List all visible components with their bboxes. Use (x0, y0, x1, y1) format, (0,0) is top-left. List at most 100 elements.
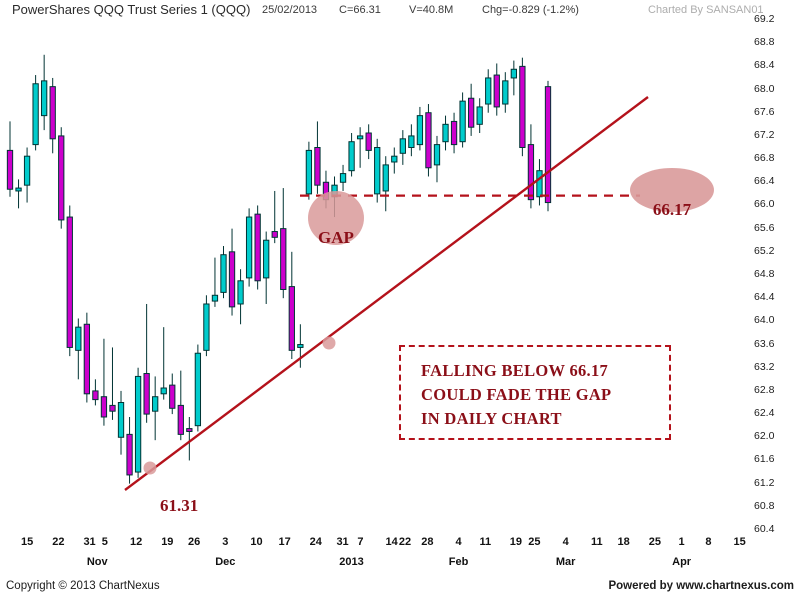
date-axis-tick: 31 (336, 536, 349, 548)
candlestick (237, 269, 244, 325)
chart-overlays (124, 96, 714, 491)
candlestick (169, 373, 176, 415)
candlestick (263, 231, 270, 304)
date-axis-tick: 24 (309, 536, 322, 548)
candlestick (348, 133, 355, 177)
price-axis-tick: 63.2 (754, 360, 775, 373)
chart-plot-area: GAP 66.17 61.31 FALLING BELOW 66.17 COUL… (0, 20, 752, 530)
candlestick (177, 370, 184, 441)
candlestick (297, 324, 304, 368)
candlestick (100, 338, 108, 426)
candlestick (143, 303, 150, 423)
candlestick (425, 104, 432, 177)
candlestick (519, 57, 526, 157)
powered-by-label: Powered by www.chartnexus.com (608, 580, 794, 592)
date-axis-month-label: Nov (86, 556, 108, 568)
date-axis-tick: 1 (678, 536, 685, 548)
analysis-note-box: FALLING BELOW 66.17 COULD FADE THE GAP I… (399, 345, 671, 440)
date-axis-tick: 19 (161, 536, 174, 548)
date-axis-tick: 4 (562, 536, 569, 548)
quote-volume: V=40.8M (409, 4, 454, 16)
candlestick (536, 159, 543, 206)
candlestick (245, 208, 253, 287)
candlestick (152, 376, 159, 441)
candlestick (160, 327, 167, 400)
candlestick (194, 344, 202, 432)
candlestick (254, 205, 261, 290)
analysis-note-line-3: IN DAILY CHART (421, 409, 562, 428)
date-axis-month-label: Apr (672, 556, 692, 568)
date-axis-month-label: 2013 (339, 556, 364, 568)
price-axis-tick: 68.0 (754, 82, 775, 95)
date-axis-tick: 11 (479, 536, 492, 548)
price-axis-tick: 62.0 (754, 430, 775, 443)
price-axis-tick: 62.4 (754, 407, 775, 420)
candlestick (280, 188, 287, 299)
candlestick (288, 251, 295, 360)
date-axis-month-label: Mar (555, 556, 576, 568)
candlestick (203, 295, 210, 357)
candlestick (83, 312, 91, 403)
price-axis-tick: 61.6 (754, 453, 775, 466)
candlestick (450, 112, 458, 154)
date-axis-tick: 25 (648, 536, 661, 548)
price-axis-tick: 67.2 (754, 128, 775, 141)
price-axis-tick: 66.0 (754, 198, 775, 211)
candlestick (356, 127, 364, 168)
date-axis-tick: 28 (421, 536, 434, 548)
date-axis-tick: 25 (528, 536, 541, 548)
date-axis-tick: 7 (357, 536, 364, 548)
candlestick (134, 367, 142, 478)
candlestick-series (6, 54, 552, 484)
candlestick (220, 246, 227, 299)
copyright-label: Copyright © 2013 ChartNexus (6, 580, 160, 592)
price-axis: 69.2 68.8 68.4 68.0 67.6 67.2 66.8 66.4 66.0 65.6… (754, 13, 800, 535)
candlestick (399, 130, 406, 165)
candlestick (365, 124, 372, 160)
price-axis-tick: 64.4 (754, 291, 775, 304)
resistance-price-bubble (630, 168, 714, 212)
trendline-pivot-dot (322, 336, 336, 350)
candlestick (485, 69, 492, 113)
uptrend-line (124, 96, 649, 491)
candlestick (476, 98, 483, 134)
price-axis-tick: 61.2 (754, 476, 775, 489)
candlestick (211, 257, 219, 307)
candlestick (467, 83, 475, 136)
candlestick (92, 379, 99, 406)
date-axis-tick: 10 (250, 536, 263, 548)
candlestick (49, 77, 56, 154)
candlestick (41, 54, 48, 131)
date-axis-tick: 11 (591, 536, 603, 548)
trendline-pivot-dot (143, 461, 157, 475)
candlestick (117, 390, 125, 455)
candlestick (126, 416, 133, 484)
candlestick (391, 147, 398, 174)
gap-bubble-label: GAP (318, 228, 354, 247)
price-axis-tick: 60.8 (754, 499, 775, 512)
price-axis-tick: 67.6 (754, 105, 775, 118)
candlestick (58, 127, 65, 229)
candlestick (305, 141, 313, 200)
candlestick (408, 124, 415, 157)
trendline-start-label: 61.31 (160, 496, 199, 515)
page-title: PowerShares QQQ Trust Series 1 (QQQ) (12, 2, 251, 17)
candlestick (271, 190, 278, 244)
analysis-note-line-1: FALLING BELOW 66.17 (421, 361, 609, 380)
candlestick (527, 124, 535, 209)
date-axis-tick: 26 (187, 536, 201, 548)
resistance-price-label: 66.17 (652, 200, 692, 219)
price-axis-tick: 63.6 (754, 337, 775, 350)
date-axis-tick: 8 (705, 536, 712, 548)
candlestick (433, 135, 441, 183)
candlestick (75, 318, 82, 380)
price-axis-tick: 60.4 (754, 523, 775, 535)
date-axis-tick: 15 (733, 536, 746, 548)
date-axis-tick: 14 (385, 536, 398, 548)
candlestick (442, 115, 449, 151)
candlestick (459, 92, 466, 148)
candlestick (544, 80, 552, 212)
candlestick (23, 147, 31, 203)
date-axis-tick: 22 (398, 536, 412, 548)
